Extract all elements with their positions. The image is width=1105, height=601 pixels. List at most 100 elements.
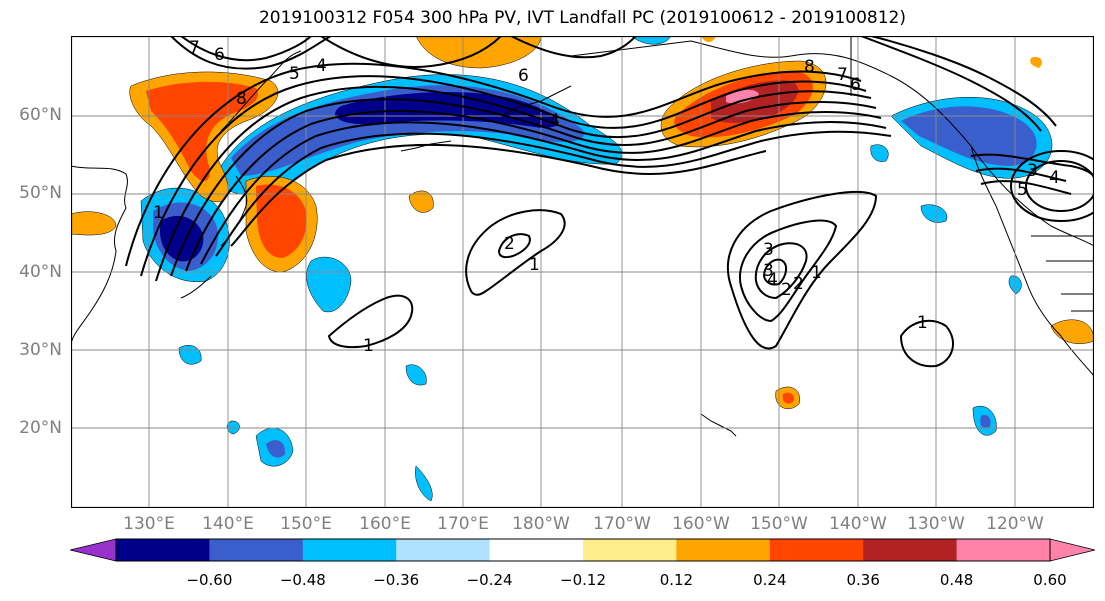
colorbar-segment (863, 539, 958, 561)
contour-label: 4 (549, 111, 560, 131)
pv-contour (899, 319, 955, 368)
lat-label: 20°N (19, 418, 62, 438)
pv-contour (170, 36, 332, 70)
pv-contour (754, 242, 808, 300)
lon-label: 160°E (359, 514, 411, 534)
pv-contour (465, 209, 566, 296)
contour-label: 1 (529, 255, 540, 275)
coastline-kamchatka (220, 50, 302, 132)
positive-patch (701, 36, 716, 42)
contour-label: 7 (837, 65, 848, 85)
positive-anomaly-bering-peak (726, 89, 759, 104)
contour-label: 4 (1049, 168, 1060, 188)
negative-anomaly-jet-core (335, 91, 559, 128)
contour-label: 3 (763, 261, 774, 281)
positive-anomaly-east-asia-mid (146, 81, 259, 182)
contour-label-layer: 7 6 5 4 8 6 4 8 7 6 2 1 1 2 3 4 3 2 1 1 … (153, 38, 1060, 356)
pv-contour (230, 143, 767, 247)
negative-patch (415, 465, 433, 502)
negative-patch (266, 440, 286, 458)
pv-contour (726, 190, 878, 350)
colorbar-tick-label: −0.60 (186, 571, 233, 589)
lon-label: 160°W (672, 514, 730, 534)
colorbar-tick-label: 0.12 (659, 571, 694, 589)
lat-label: 40°N (19, 262, 62, 282)
negative-patch (980, 415, 991, 429)
lon-label: 140°W (829, 514, 887, 534)
colorbar-tick-label: −0.36 (373, 571, 420, 589)
contour-label: 3 (1027, 161, 1038, 181)
contour-label: 2 (504, 234, 515, 254)
aleutians (400, 85, 572, 152)
lon-label: 170°W (593, 514, 651, 534)
contour-label: 5 (289, 64, 300, 84)
pv-contour (497, 233, 531, 259)
negative-patch (306, 256, 352, 313)
contour-label: 3 (763, 240, 774, 260)
contour-label: 5 (1017, 180, 1028, 200)
pv-contour (975, 167, 1067, 182)
positive-patch (408, 190, 434, 213)
lon-label: 170°E (437, 514, 489, 534)
lon-label: 130°E (123, 514, 175, 534)
pv-contour (200, 121, 887, 265)
pv-contour (170, 98, 877, 277)
pv-contour (180, 36, 312, 62)
contour-label: 7 (189, 38, 200, 58)
pv-contour (327, 294, 414, 349)
pv-contour (1025, 160, 1094, 212)
contour-label: 6 (850, 75, 861, 95)
negative-anomaly-gulf-alaska-mid (901, 106, 1037, 166)
pv-contour (320, 36, 502, 68)
contour-label: 2 (781, 280, 792, 300)
colorbar-min-extend (70, 538, 117, 562)
colorbar-segment (769, 539, 864, 561)
colorbar-tick-label: 0.36 (846, 571, 880, 589)
contour-label: 1 (811, 263, 822, 283)
lon-label: 150°W (750, 514, 808, 534)
coastline-na-west (970, 145, 1094, 377)
map-panel: 7 6 5 4 8 6 4 8 7 6 2 1 1 2 3 4 3 2 1 1 … (71, 36, 1094, 508)
negative-patch (920, 204, 948, 223)
pv-contour (155, 85, 872, 282)
colorbar-segment (583, 539, 677, 561)
lat-label: 60°N (19, 105, 62, 125)
pv-contour (870, 36, 1057, 127)
lat-label: 30°N (19, 340, 62, 360)
map-frame (71, 36, 1094, 508)
pv-contour (762, 258, 787, 286)
contour-label: 4 (767, 270, 778, 290)
colorbar-frame (115, 538, 1051, 562)
pv-contour (140, 75, 867, 277)
positive-patch (782, 392, 794, 404)
colorbar-tick-label: 0.60 (1033, 571, 1067, 589)
pv-contour (185, 110, 882, 272)
negative-patch (870, 144, 889, 162)
pv-contour (738, 219, 838, 323)
colorbar-tick-label: −0.48 (279, 571, 326, 589)
positive-patch (71, 211, 117, 236)
colorbar-segment (676, 539, 771, 561)
pv-contour (860, 36, 1042, 132)
colorbar (70, 538, 1096, 562)
lon-label: 130°W (907, 514, 965, 534)
colorbar-segment (116, 539, 210, 561)
contour-label: 8 (236, 89, 247, 109)
coastline-asia (71, 165, 128, 347)
pv-contour (215, 130, 892, 257)
state-borders (850, 36, 1094, 312)
contour-label: 1 (917, 313, 928, 333)
colorbar-tick-label: −0.24 (466, 571, 513, 589)
colorbar-max-extend (1049, 538, 1096, 562)
contour-label: 2 (793, 274, 804, 294)
colorbar-tick-label: −0.12 (560, 571, 606, 589)
contour-label: 4 (316, 56, 327, 76)
positive-patch (1030, 56, 1042, 68)
colorbar-segment (302, 539, 397, 561)
lon-label: 180°W (512, 514, 570, 534)
pv-contour (1010, 150, 1094, 222)
colorbar-segment (956, 539, 1051, 561)
pv-contour (125, 62, 862, 267)
lat-label: 50°N (19, 183, 62, 203)
colorbar-tick-label: 0.24 (753, 571, 787, 589)
